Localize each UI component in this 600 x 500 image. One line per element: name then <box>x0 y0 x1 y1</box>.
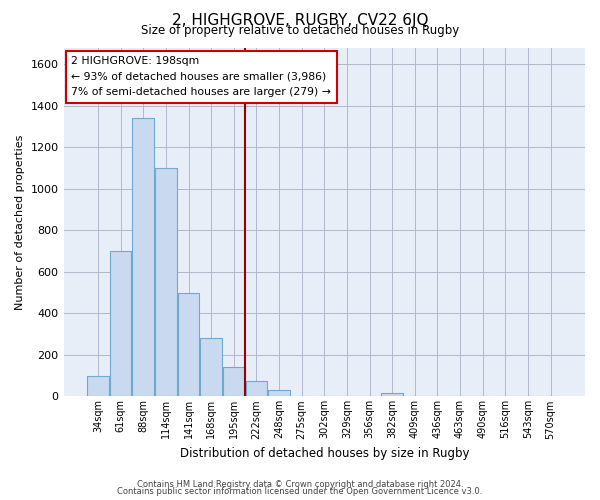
Text: Size of property relative to detached houses in Rugby: Size of property relative to detached ho… <box>141 24 459 37</box>
Text: Contains public sector information licensed under the Open Government Licence v3: Contains public sector information licen… <box>118 487 482 496</box>
Bar <box>87 376 109 396</box>
Bar <box>200 338 222 396</box>
Bar <box>245 381 267 396</box>
Text: Contains HM Land Registry data © Crown copyright and database right 2024.: Contains HM Land Registry data © Crown c… <box>137 480 463 489</box>
Bar <box>268 390 290 396</box>
Y-axis label: Number of detached properties: Number of detached properties <box>15 134 25 310</box>
Bar <box>382 394 403 396</box>
Bar <box>155 168 176 396</box>
Bar <box>133 118 154 396</box>
Bar <box>178 292 199 397</box>
Bar <box>223 368 245 396</box>
Text: 2 HIGHGROVE: 198sqm
← 93% of detached houses are smaller (3,986)
7% of semi-deta: 2 HIGHGROVE: 198sqm ← 93% of detached ho… <box>71 56 331 98</box>
Text: 2, HIGHGROVE, RUGBY, CV22 6JQ: 2, HIGHGROVE, RUGBY, CV22 6JQ <box>172 12 428 28</box>
Bar <box>110 251 131 396</box>
X-axis label: Distribution of detached houses by size in Rugby: Distribution of detached houses by size … <box>179 447 469 460</box>
